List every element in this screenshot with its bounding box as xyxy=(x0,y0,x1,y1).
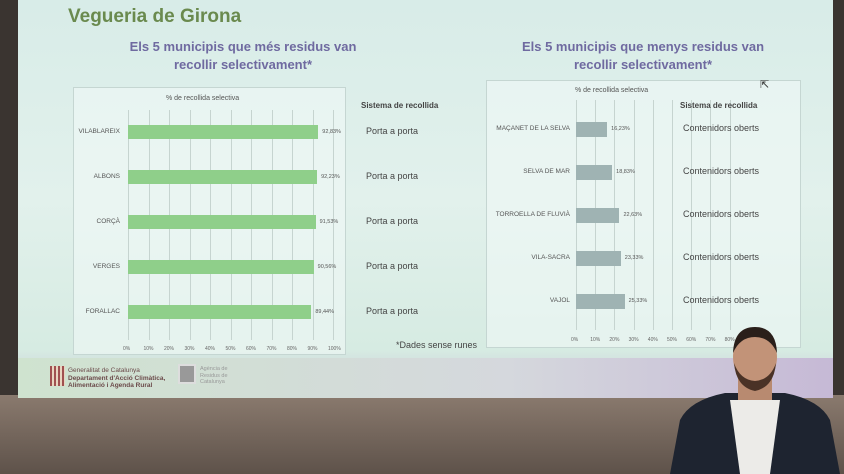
category-label: VAJOL xyxy=(549,297,570,304)
projected-slide: Vegueria de Girona Els 5 municipis que m… xyxy=(18,0,833,398)
system-label: Contenidors oberts xyxy=(683,295,760,305)
gridline xyxy=(691,100,693,330)
category-label: MAÇANET DE LA SELVA xyxy=(496,125,570,132)
category-label: SELVA DE MAR xyxy=(523,168,570,175)
gridline xyxy=(672,100,673,330)
category-label: VILABLAREIX xyxy=(78,128,120,135)
data-label: 89,44% xyxy=(315,309,334,315)
bar xyxy=(128,215,316,229)
x-tick-label: 70% xyxy=(266,346,277,352)
system-label: Porta a porta xyxy=(366,126,419,136)
bar xyxy=(128,260,314,274)
right-system-header: Sistema de recollida xyxy=(680,101,758,110)
data-label: 92,83% xyxy=(322,129,341,135)
bar xyxy=(576,208,620,223)
slide-title: Vegueria de Girona xyxy=(68,6,242,27)
data-label: 90,56% xyxy=(317,264,337,270)
agency-line: Residus de xyxy=(200,372,228,379)
bar xyxy=(576,122,608,137)
x-tick-label: 20% xyxy=(164,346,175,352)
data-label: 25,33% xyxy=(628,298,648,304)
system-label: Contenidors oberts xyxy=(683,166,760,176)
left-system-header: Sistema de recollida xyxy=(361,101,439,110)
system-label: Contenidors oberts xyxy=(683,123,760,133)
gridline xyxy=(710,100,712,330)
x-tick-label: 60% xyxy=(686,337,697,343)
gridline xyxy=(729,100,731,330)
x-tick-label: 80% xyxy=(287,346,298,352)
footnote: *Dades sense runes xyxy=(396,340,478,350)
x-tick-label: 100% xyxy=(328,346,341,352)
x-tick-label: 50% xyxy=(667,337,678,343)
agency-line: Catalunya xyxy=(200,379,225,385)
system-label: Porta a porta xyxy=(366,216,419,226)
data-label: 22,63% xyxy=(623,212,643,218)
agency-line: Agència de xyxy=(200,366,228,372)
x-tick-label: 30% xyxy=(628,337,639,343)
gencat-text: Generalitat de Catalunya Departament d'A… xyxy=(68,367,165,390)
x-tick-label: 80% xyxy=(724,337,735,343)
x-tick-label: 20% xyxy=(609,337,620,343)
gridline xyxy=(333,110,334,340)
x-tick-label: 90% xyxy=(307,346,318,352)
right-chart-frame xyxy=(486,80,801,348)
bar xyxy=(128,305,312,319)
system-label: Porta a porta xyxy=(366,261,419,271)
x-tick-label: 0% xyxy=(571,337,579,343)
gencat-line: Departament d'Acció Climàtica, xyxy=(68,374,166,382)
data-label: 91,53% xyxy=(319,219,339,225)
gencat-line: Alimentació i Agenda Rural xyxy=(68,382,153,389)
data-label: 92,23% xyxy=(321,174,340,180)
right-subtitle: Els 5 municipis que menys residus van re… xyxy=(521,39,765,72)
mouse-cursor-icon: ⇱ xyxy=(760,79,770,91)
x-tick-label: 10% xyxy=(590,337,601,343)
chart-title: % de recollida selectiva xyxy=(575,87,649,94)
gencat-line: Generalitat de Catalunya xyxy=(68,367,140,374)
category-label: TORROELLA DE FLUVIÀ xyxy=(495,211,570,218)
category-label: ALBONS xyxy=(93,173,120,180)
slide-footer: Generalitat de Catalunya Departament d'A… xyxy=(18,358,833,398)
data-label: 23,33% xyxy=(624,255,644,261)
category-label: VILA-SACRA xyxy=(531,254,570,261)
bar xyxy=(128,170,318,184)
system-label: Contenidors oberts xyxy=(683,252,760,262)
x-tick-label: 0% xyxy=(123,346,131,352)
category-label: CORÇÀ xyxy=(96,218,120,225)
gridline xyxy=(652,100,654,330)
bar xyxy=(128,125,319,139)
x-tick-label: 60% xyxy=(246,346,257,352)
x-tick-label: 40% xyxy=(205,346,216,352)
presenter xyxy=(670,327,840,474)
x-tick-label: 50% xyxy=(225,346,236,352)
bar xyxy=(576,251,621,266)
chart-title: % de recollida selectiva xyxy=(166,95,240,102)
gencat-logo xyxy=(50,366,65,386)
category-label: FORALLAC xyxy=(85,308,120,315)
arc-logo xyxy=(178,364,196,384)
bar xyxy=(576,294,625,309)
x-tick-label: 70% xyxy=(705,337,716,343)
x-tick-label: 30% xyxy=(184,346,195,352)
system-label: Porta a porta xyxy=(366,306,419,316)
data-label: 16,23% xyxy=(611,126,630,132)
system-label: Contenidors oberts xyxy=(683,209,760,219)
system-label: Porta a porta xyxy=(366,171,419,181)
gridline xyxy=(633,100,635,330)
bar xyxy=(576,165,613,180)
data-label: 18,83% xyxy=(616,169,635,175)
x-tick-label: 40% xyxy=(647,337,658,343)
x-tick-label: 10% xyxy=(143,346,154,352)
left-subtitle: Els 5 municipis que més residus van reco… xyxy=(129,39,357,72)
agency-text: Agència de Residus de Catalunya xyxy=(200,366,228,386)
category-label: VERGES xyxy=(92,263,120,270)
